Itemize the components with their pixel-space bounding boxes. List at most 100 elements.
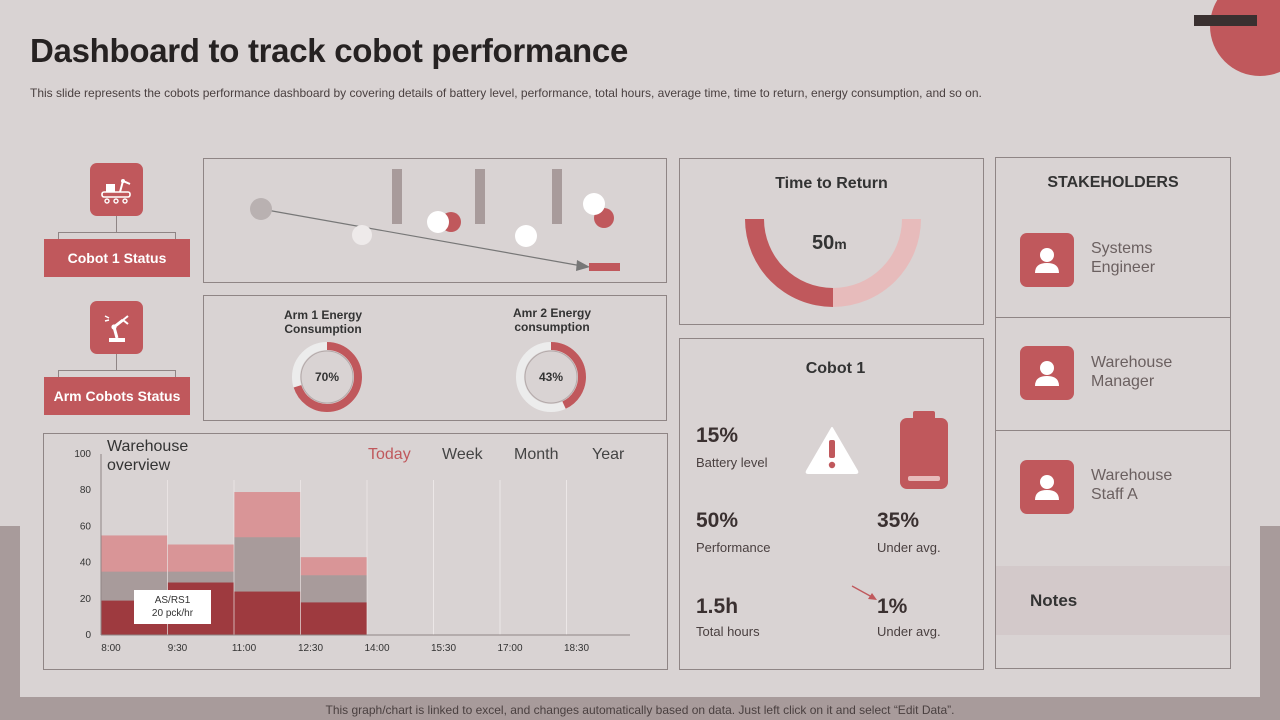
stakeholder-warehouse-manager[interactable]: Warehouse Manager [1091,353,1172,391]
chart-y-tick-label: 20 [80,594,92,605]
chart-bar-segment [234,591,301,635]
trend-down-arrow-icon [851,585,877,600]
performance-value: 50% [696,509,739,532]
timeline-bar [392,169,402,224]
energy-panel [203,295,667,421]
page-title: Dashboard to track cobot performance [30,32,628,69]
asrs-callout: AS/RS1 20 pck/hr [134,590,211,624]
battery-level-label: Battery level [696,455,768,470]
chart-x-tick-label: 14:00 [364,643,389,654]
chart-y-tick-label: 0 [85,630,91,641]
warehouse-title-line2: overview [107,457,171,474]
amr2-energy-title-line1: Amr 2 Energy [512,306,592,320]
stakeholders-panel [995,157,1231,669]
warning-icon [805,427,859,474]
total-hours-label: Total hours [696,624,760,639]
robot-arm-icon [90,301,143,354]
time-to-return-gauge [745,219,921,307]
tree-connector [116,216,117,232]
cobot1-title: Cobot 1 [805,360,866,377]
time-value-number: 50 [812,232,835,254]
conveyor-robot-icon [90,163,143,216]
user-icon [1020,233,1074,287]
page-subtitle: This slide represents the cobots perform… [30,86,982,100]
stakeholder-warehouse-staff-a[interactable]: Warehouse Staff A [1091,466,1172,504]
time-to-return-panel [679,158,984,325]
warehouse-overview-title: Warehouse overview [107,437,217,475]
stakeholder-name-line2: Manager [1091,373,1155,390]
warehouse-overview-panel [43,433,668,670]
notes-box[interactable] [996,566,1230,635]
amr2-energy-percent: 43% [539,370,563,384]
stakeholder-systems-engineer[interactable]: Systems Engineer [1091,239,1155,277]
arm1-energy-percent: 70% [315,370,339,384]
chart-x-tick-label: 17:00 [497,643,522,654]
chart-y-tick-label: 100 [74,449,91,460]
user-icon [1020,460,1074,514]
warehouse-title-line1: Warehouse [107,438,189,455]
performance-label: Performance [696,540,771,555]
chart-y-tick-label: 60 [80,521,92,532]
stakeholder-divider [996,317,1230,318]
timeline-dot [427,211,449,233]
under-avg-value: 35% [877,509,920,532]
arm-cobots-status-button[interactable]: Arm Cobots Status [44,377,190,415]
donut-inner-ring [524,350,578,404]
timeline-dot [250,198,272,220]
stakeholder-name-line1: Warehouse [1091,467,1173,484]
time-to-return-title: Time to Return [775,175,888,192]
chart-x-tick-label: 11:00 [232,643,257,654]
stakeholder-divider [996,430,1230,431]
notes-label: Notes [1030,591,1078,610]
tree-connector [58,370,176,377]
tab-today[interactable]: Today [368,446,411,463]
stakeholder-name-line2: Staff A [1091,486,1138,503]
donut-value-arc [292,342,362,412]
tab-week[interactable]: Week [442,446,483,463]
corner-bar-decoration [1194,15,1257,26]
under-avg-2-value: 1% [877,595,908,618]
amr2-energy-title-line2: consumption [514,320,590,334]
timeline-dot [515,225,537,247]
total-hours-value: 1.5h [696,595,739,618]
tab-month[interactable]: Month [514,446,559,463]
tree-connector [116,354,117,370]
chart-x-tick-label: 15:30 [431,643,456,654]
chart-x-tick-label: 18:30 [564,643,589,654]
gauge-filled-arc [745,219,833,307]
timeline-graphic [250,169,620,271]
asrs-callout-line2: 20 pck/hr [151,608,194,619]
footer-note: This graph/chart is linked to excel, and… [325,703,955,717]
timeline-arrowhead [576,260,590,271]
time-to-return-value: 50m [812,232,847,255]
chart-x-tick-label: 9:30 [168,643,188,654]
stakeholder-name-line1: Systems [1091,240,1153,257]
stakeholders-title: STAKEHOLDERS [1047,174,1179,191]
under-avg-2-label: Under avg. [877,624,941,639]
amr2-energy-title: Amr 2 Energy consumption [492,306,612,334]
battery-level-value: 15% [696,424,739,447]
timeline-dot [583,193,605,215]
chart-y-tick-label: 40 [80,558,92,569]
under-avg-label: Under avg. [877,540,941,555]
timeline-panel [203,158,667,283]
tab-year[interactable]: Year [592,446,625,463]
arm1-energy-title-line2: Consumption [284,322,362,336]
timeline-dot [352,225,372,245]
chart-bar-segment [300,602,367,635]
chart-x-tick-label: 12:30 [298,643,323,654]
stakeholder-name-line1: Warehouse [1091,354,1173,371]
timeline-bar [475,169,485,224]
tree-connector [58,232,176,239]
timeline-arrow-line [260,208,583,267]
cobot1-status-button[interactable]: Cobot 1 Status [44,239,190,277]
donut-value-arc [516,342,586,412]
stakeholder-name-line2: Engineer [1091,259,1156,276]
chart-y-tick-label: 80 [80,485,92,496]
timeline-end-marker [589,263,620,271]
arm1-energy-title-line1: Arm 1 Energy [283,308,363,322]
chart-x-tick-label: 8:00 [101,643,121,654]
amr2-energy-donut: 43% [516,342,586,412]
warehouse-chart: 0 20 40 60 80 100 8:00 9:30 11:00 12:30 14:00 15:30… [74,449,630,654]
asrs-callout-line1: AS/RS1 [154,595,191,606]
